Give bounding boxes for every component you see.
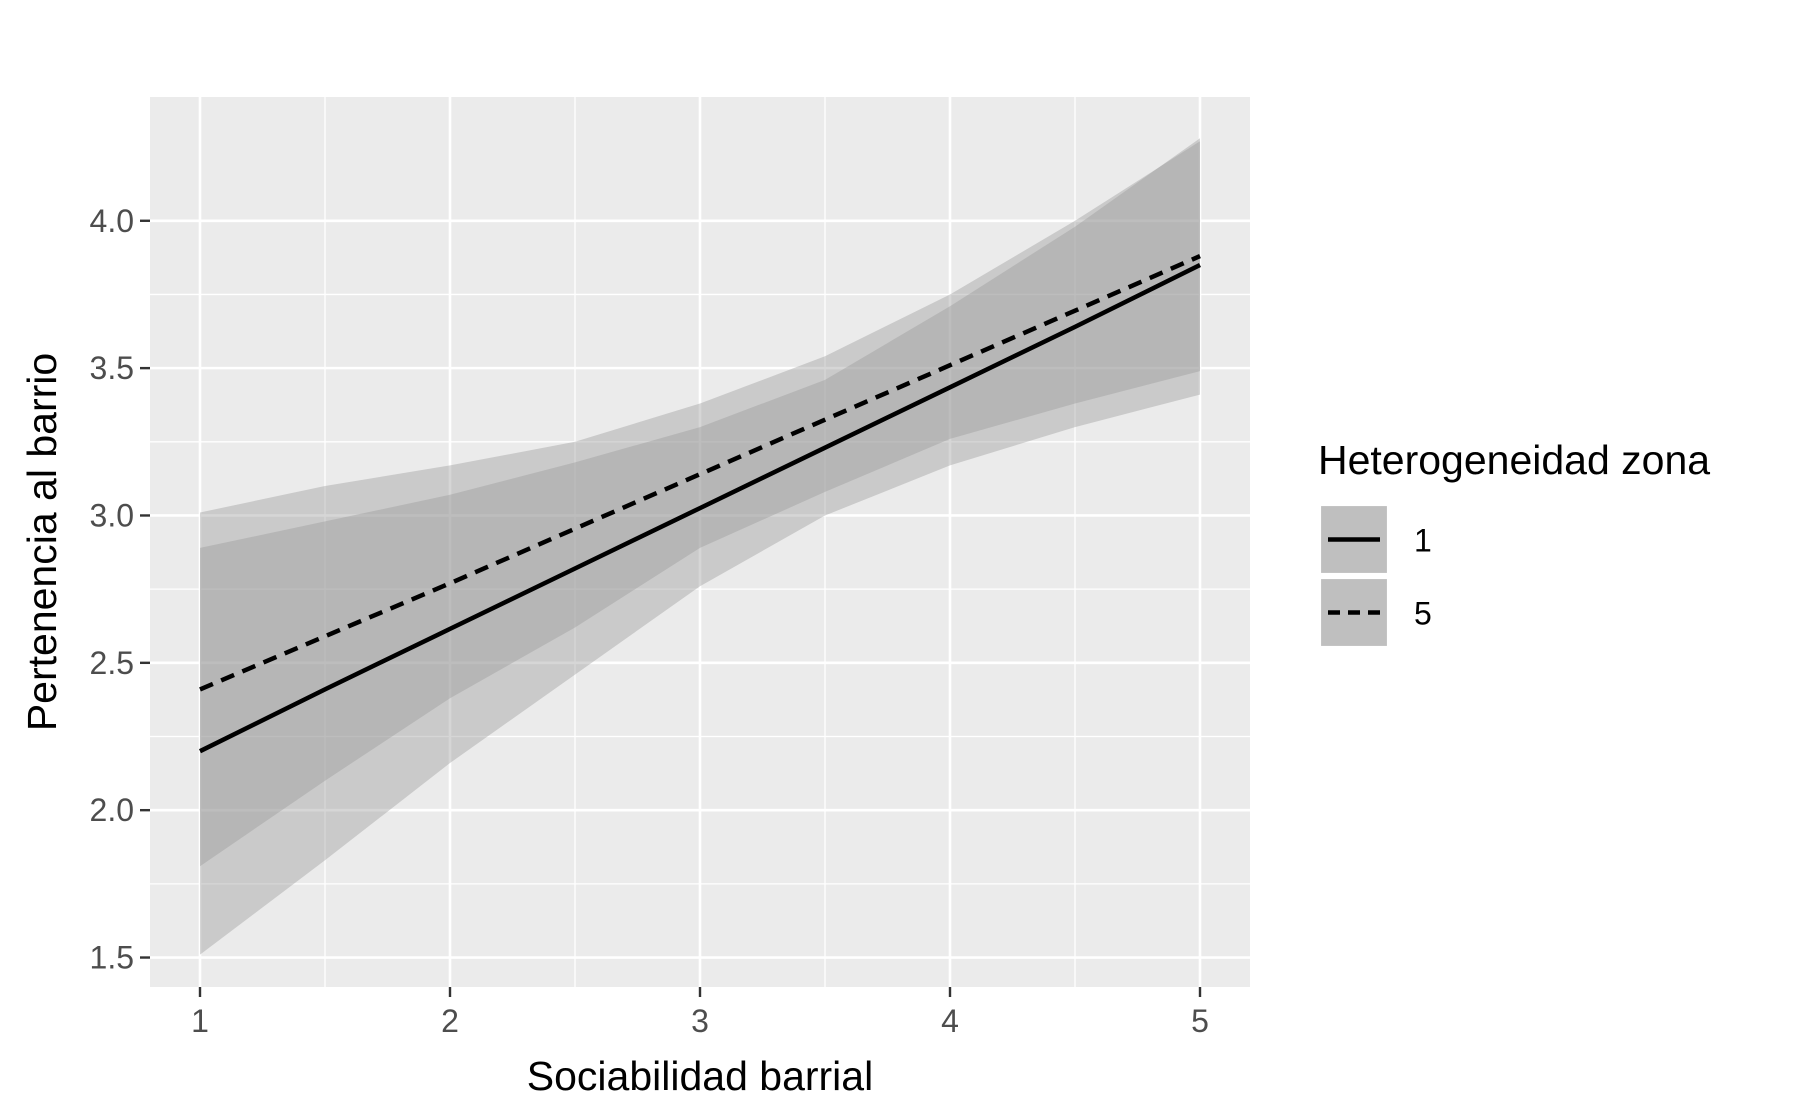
ribbon-series-5 [200, 141, 1200, 867]
x-tick-label: 4 [941, 1003, 959, 1039]
legend-item-1: 1 [1318, 503, 1432, 576]
y-axis: 1.5 2.0 2.5 3.0 3.5 4.0 [90, 203, 150, 976]
y-tick-label: 3.5 [90, 350, 134, 386]
x-tick-label: 3 [691, 1003, 709, 1039]
y-axis-title: Pertenencia al barrio [19, 353, 65, 731]
x-axis: 1 2 3 4 5 [191, 987, 1209, 1039]
y-tick-label: 4.0 [90, 203, 134, 239]
y-tick-label: 2.0 [90, 792, 134, 828]
y-tick-label: 3.0 [90, 497, 134, 533]
confidence-ribbons [200, 138, 1200, 955]
y-tick-label: 1.5 [90, 940, 134, 976]
ribbon-series-1 [200, 138, 1200, 955]
x-axis-title: Sociabilidad barrial [527, 1053, 873, 1099]
legend-label-5: 5 [1414, 596, 1432, 632]
series-lines [199, 254, 1201, 754]
x-tick-label: 5 [1191, 1003, 1209, 1039]
grid-major [150, 97, 1250, 987]
legend: Heterogeneidad zona 1 5 [1318, 437, 1710, 649]
x-tick-label: 2 [441, 1003, 459, 1039]
legend-item-5: 5 [1318, 576, 1432, 649]
legend-title: Heterogeneidad zona [1318, 437, 1710, 483]
line-series-5 [199, 254, 1201, 692]
line-series-1 [199, 262, 1201, 754]
legend-label-1: 1 [1414, 523, 1432, 559]
y-tick-label: 2.5 [90, 645, 134, 681]
x-tick-label: 1 [191, 1003, 209, 1039]
